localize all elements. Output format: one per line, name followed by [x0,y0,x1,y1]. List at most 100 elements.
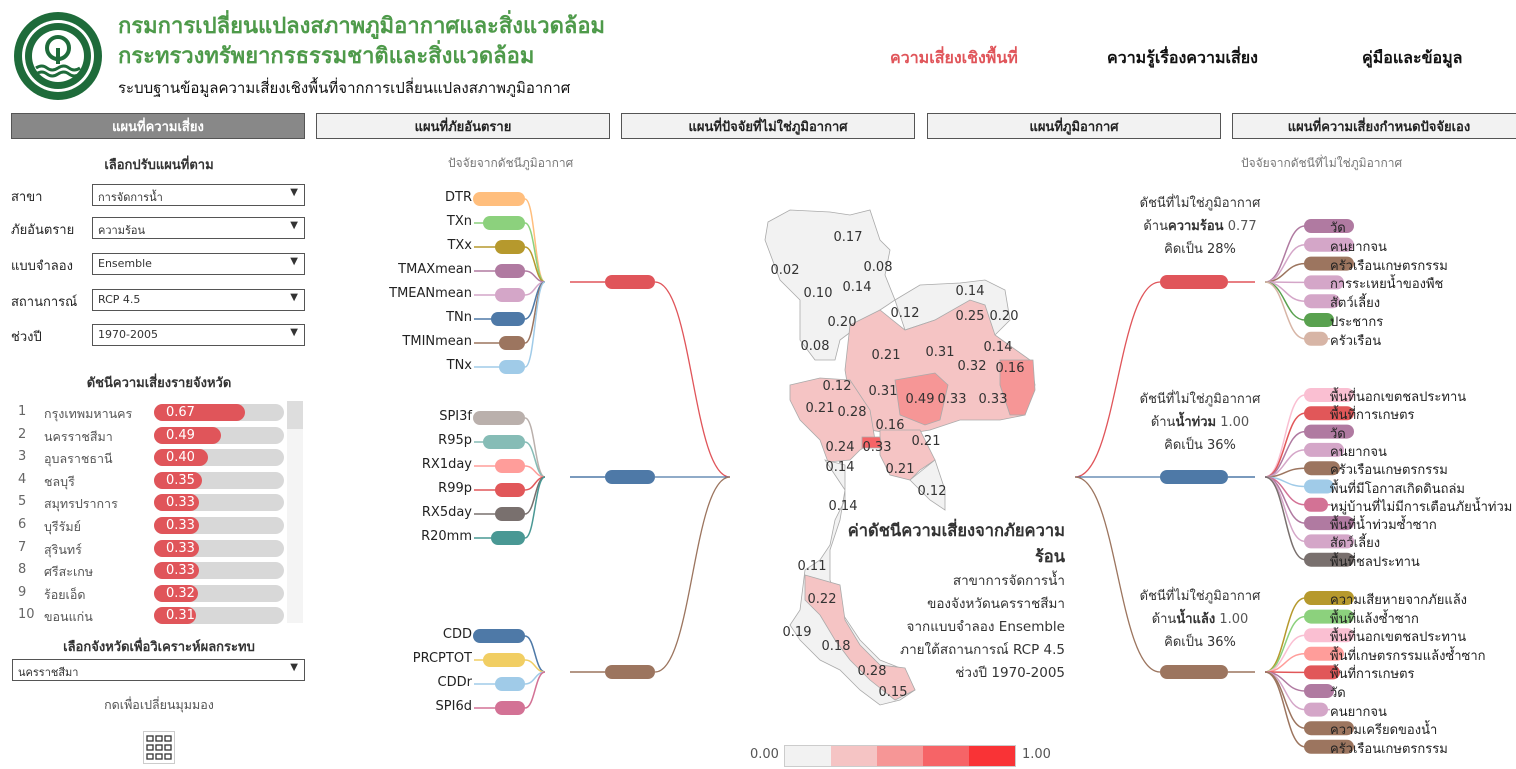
tab-climate-map[interactable]: แผนที่ภูมิอากาศ [927,113,1221,139]
climate-group-node[interactable] [605,470,655,484]
climate-index-label[interactable]: SPI3f [439,409,472,424]
nonclimate-index-label[interactable]: พื้นที่การเกษตร [1330,667,1415,683]
nonclimate-index-label[interactable]: พื้นที่เกษตรกรรมแล้งซ้ำซาก [1330,648,1486,664]
climate-index-label[interactable]: CDD [442,627,472,642]
nav-spatial-risk[interactable]: ความเสี่ยงเชิงพื้นที่ [890,48,1018,67]
grid-icon[interactable] [143,731,175,764]
climate-index-label[interactable]: RX5day [421,505,472,520]
climate-index-node[interactable] [473,411,525,425]
climate-index-label[interactable]: R99p [438,481,472,496]
province-name[interactable]: ร้อยเอ็ด [44,586,86,602]
nonclimate-index-label[interactable]: สัตว์เลี้ยง [1330,296,1381,312]
nonclimate-index-label[interactable]: สัตว์เลี้ยง [1330,536,1381,552]
nonclimate-index-node[interactable] [1304,552,1354,567]
risk-bar[interactable]: 0.33 [154,494,284,512]
nonclimate-index-node[interactable] [1304,442,1344,457]
nonclimate-index-node[interactable] [1304,702,1328,717]
climate-index-node[interactable] [483,653,525,667]
climate-index-node[interactable] [473,629,525,643]
climate-index-node[interactable] [491,531,525,545]
nonclimate-index-node[interactable] [1304,479,1334,494]
nonclimate-index-node[interactable] [1304,534,1354,549]
map-region-ubon[interactable] [999,359,1036,416]
filter-select[interactable]: 1970-2005 ▼ [92,324,305,346]
risk-bar[interactable]: 0.49 [154,426,284,444]
nonclimate-index-node[interactable] [1304,331,1328,346]
nonclimate-index-label[interactable]: วัด [1330,221,1346,236]
climate-index-node[interactable] [483,435,525,449]
climate-index-node[interactable] [495,701,525,715]
climate-index-label[interactable]: TMEANmean [389,286,472,301]
nonclimate-index-node[interactable] [1304,256,1354,271]
nonclimate-index-node[interactable] [1304,424,1354,439]
map-region-bangkok[interactable] [861,436,883,449]
climate-index-label[interactable]: TXx [447,238,472,253]
province-name[interactable]: ขอนแก่น [44,609,93,625]
filter-select[interactable]: ความร้อน ▼ [92,217,305,239]
filter-select[interactable]: การจัดการน้ำ ▼ [92,184,305,206]
filter-select[interactable]: Ensemble ▼ [92,253,305,275]
climate-index-node[interactable] [495,240,525,254]
nonclimate-index-node[interactable] [1304,739,1354,754]
nonclimate-index-label[interactable]: คนยากจน [1330,444,1387,460]
province-name[interactable]: ชลบุรี [44,473,75,489]
nonclimate-index-node[interactable] [1304,721,1354,736]
map-region-west[interactable] [789,377,876,463]
climate-index-label[interactable]: CDDr [437,675,472,690]
province-name[interactable]: บุรีรัมย์ [44,519,81,534]
nonclimate-index-label[interactable]: การระเหยน้ำของพืช [1330,277,1444,293]
province-name[interactable]: สุรินทร์ [44,541,82,557]
climate-index-node[interactable] [495,459,525,473]
nonclimate-index-label[interactable]: พื้นที่นอกเขตชลประทาน [1330,630,1467,646]
map-region-east[interactable] [879,429,936,481]
nonclimate-index-label[interactable]: ความเครียดของน้ำ [1330,723,1438,739]
nav-manual-data[interactable]: คู่มือและข้อมูล [1362,48,1463,67]
nav-risk-knowledge[interactable]: ความรู้เรื่องความเสี่ยง [1107,48,1258,67]
nonclimate-index-label[interactable]: พื้นที่นอกเขตชลประทาน [1330,390,1467,405]
nonclimate-index-label[interactable]: พื้นที่การเกษตร [1330,408,1415,424]
climate-index-node[interactable] [473,192,525,206]
nonclimate-index-label[interactable]: คนยากจน [1330,239,1387,255]
scrollbar-thumb[interactable] [287,401,303,429]
nonclimate-index-label[interactable]: ครัวเรือนเกษตรกรรม [1330,741,1448,757]
tab-nonclimate-map[interactable]: แผนที่ปัจจัยที่ไม่ใช่ภูมิอากาศ [621,113,915,139]
map-region-south[interactable] [789,459,916,706]
nonclimate-index-node[interactable] [1304,313,1334,327]
province-name[interactable]: กรุงเทพมหานคร [44,406,133,421]
climate-group-node[interactable] [605,665,655,679]
nonclimate-index-node[interactable] [1304,237,1354,252]
climate-index-label[interactable]: TNx [446,358,472,373]
climate-index-node[interactable] [499,336,525,350]
climate-index-label[interactable]: SPI6d [435,699,472,714]
nonclimate-index-label[interactable]: ครัวเรือน [1330,333,1382,349]
climate-index-label[interactable]: TMINmean [402,334,472,349]
climate-index-label[interactable]: TNn [446,310,472,325]
filter-select[interactable]: RCP 4.5 ▼ [92,289,305,311]
nonclimate-group-node[interactable] [1160,275,1228,289]
nonclimate-index-label[interactable]: ครัวเรือนเกษตรกรรม [1330,463,1448,479]
nonclimate-index-label[interactable]: คนยากจน [1330,704,1387,720]
nonclimate-index-label[interactable]: หมู่บ้านที่ไม่มีการเตือนภัยน้ำท่วม [1330,499,1513,515]
nonclimate-index-node[interactable] [1304,646,1344,661]
nonclimate-index-node[interactable] [1304,219,1354,233]
nonclimate-index-label[interactable]: วัด [1330,426,1346,442]
nonclimate-index-label[interactable]: ความเสียหายจากภัยแล้ง [1330,593,1468,608]
nonclimate-index-node[interactable] [1304,609,1354,624]
thailand-map[interactable] [764,209,1036,706]
climate-group-node[interactable] [605,275,655,289]
risk-bar[interactable]: 0.33 [154,562,284,580]
province-name[interactable]: ศรีสะเกษ [44,564,94,580]
climate-index-label[interactable]: R20mm [421,529,472,544]
climate-index-label[interactable]: PRCPTOT [412,651,472,666]
nonclimate-index-node[interactable] [1304,516,1354,531]
risk-bar[interactable]: 0.33 [154,517,284,534]
climate-index-label[interactable]: DTR [445,190,472,205]
province-select[interactable]: นครราชสีมา ▼ [12,659,305,681]
map-region-south-pink[interactable] [804,574,916,701]
climate-index-node[interactable] [491,312,525,326]
nonclimate-index-node[interactable] [1304,461,1340,476]
nonclimate-group-node[interactable] [1160,665,1228,679]
tab-custom-risk-map[interactable]: แผนที่ความเสี่ยงกำหนดปัจจัยเอง [1232,113,1516,139]
climate-index-label[interactable]: R95p [438,433,472,448]
risk-bar[interactable]: 0.32 [154,584,284,602]
